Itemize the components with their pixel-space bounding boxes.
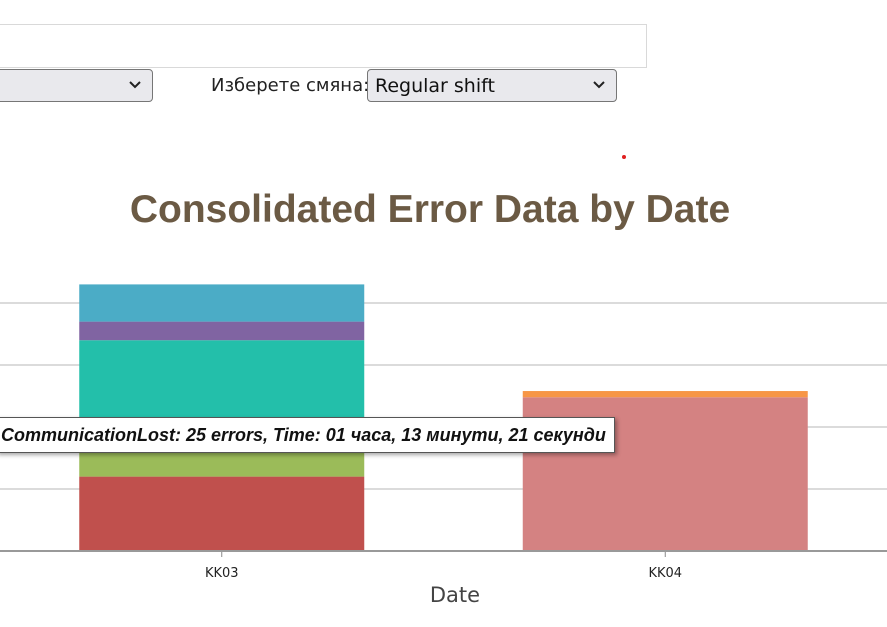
bar-segment[interactable] (79, 321, 365, 341)
bars-layer (79, 284, 808, 551)
bar-segment[interactable] (79, 340, 365, 420)
x-tick-label: KK04 (648, 566, 682, 581)
shift-select-value: Regular shift (375, 74, 495, 97)
chevron-down-icon (593, 81, 605, 89)
bar-segment[interactable] (79, 284, 365, 322)
search-input[interactable] (0, 24, 647, 68)
bar-segment[interactable] (79, 451, 365, 477)
x-axis-title: Date (430, 583, 480, 607)
chart-tooltip: CommunicationLost: 25 errors, Time: 01 ч… (0, 417, 615, 453)
shift-label: Изберете смяна: (211, 75, 370, 96)
chart-title: Consolidated Error Data by Date (129, 188, 731, 231)
chevron-down-icon (129, 81, 141, 89)
filter-select[interactable] (0, 69, 153, 102)
x-tick-label: KK03 (205, 566, 239, 581)
axis-layer: KK03 KK04 Date (0, 550, 887, 607)
bar-segment[interactable] (79, 476, 365, 551)
bar-segment[interactable] (522, 391, 808, 398)
red-dot-marker (622, 155, 626, 159)
shift-select[interactable]: Regular shift (367, 69, 617, 102)
